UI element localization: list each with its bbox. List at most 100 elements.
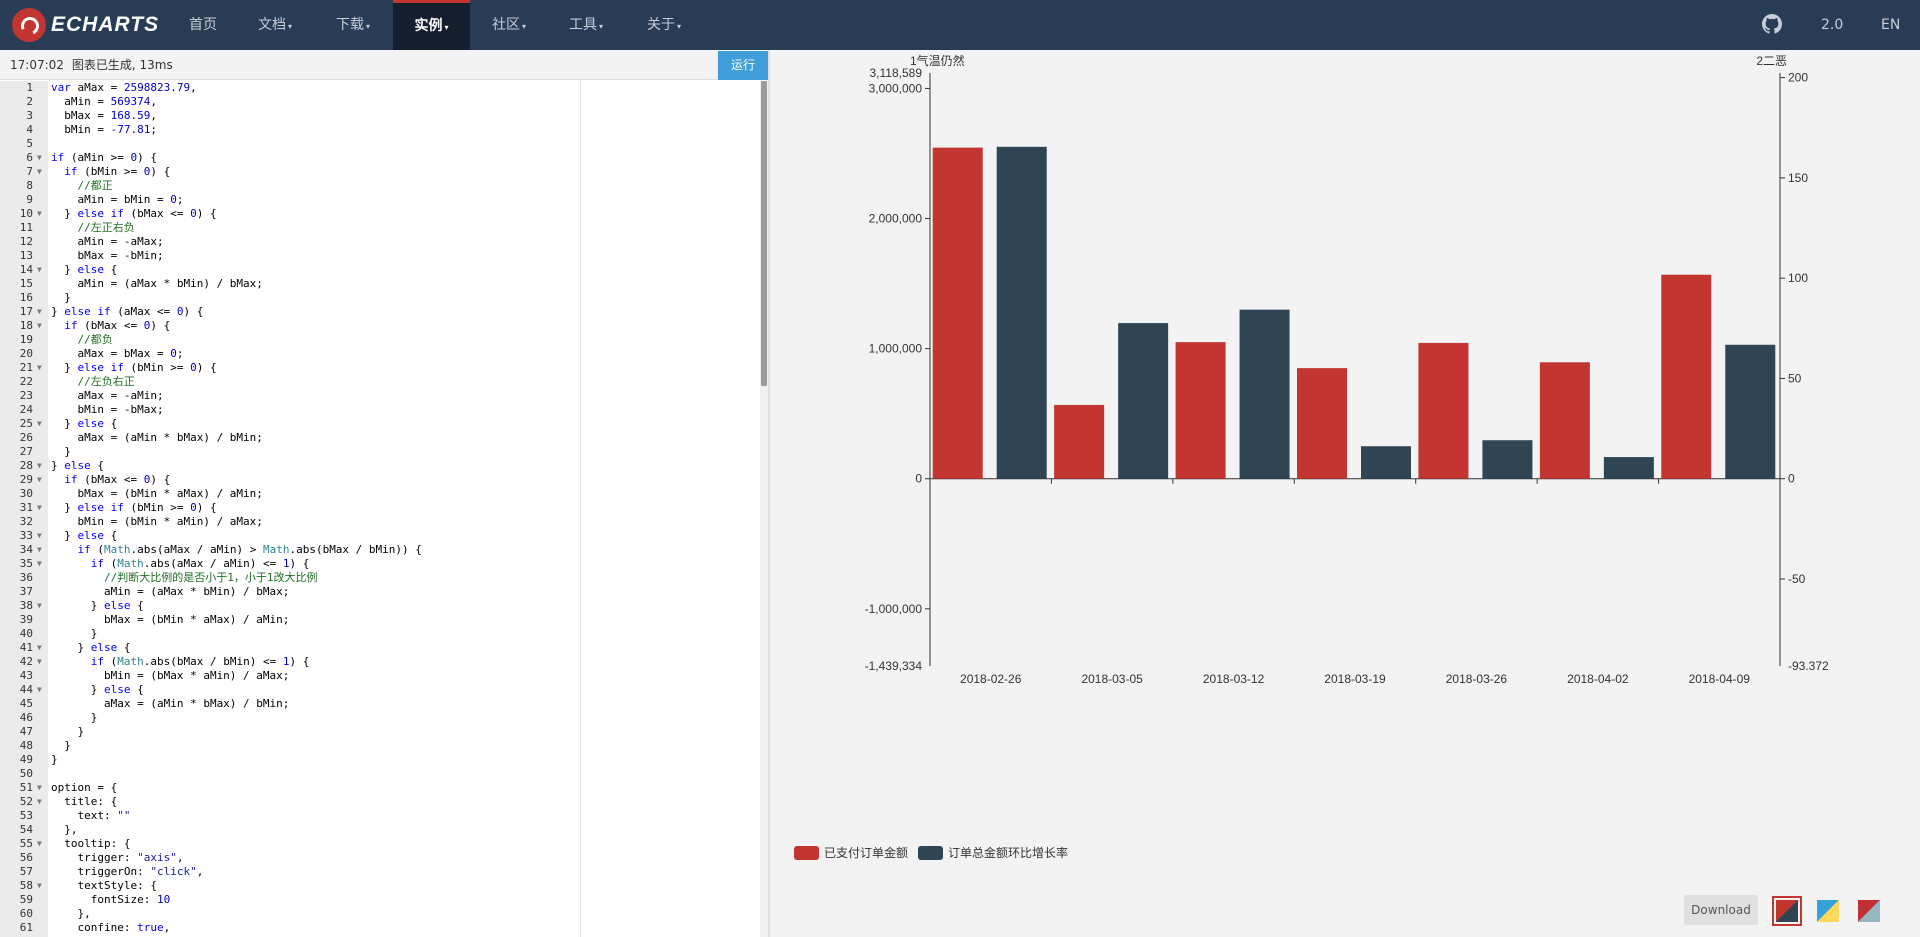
- fold-toggle-icon[interactable]: ▼: [37, 475, 42, 484]
- theme-light-button[interactable]: [1813, 896, 1843, 926]
- fold-toggle-icon[interactable]: ▼: [37, 559, 42, 568]
- fold-toggle-icon[interactable]: ▼: [37, 503, 42, 512]
- bar-chart[interactable]: 1气温仍然 2二恶 3,000,000 2,000,000 1,000,000 0 -1,0…: [770, 50, 1920, 937]
- code-line: 42 ▼ if (Math.abs(bMax / bMin) <= 1) {: [0, 655, 760, 669]
- code-text: //都正: [51, 179, 113, 192]
- line-number: 17: [19, 305, 33, 318]
- code-text: } else if (bMin >= 0) {: [51, 361, 217, 374]
- github-link[interactable]: [1762, 0, 1782, 50]
- logo-text: ECHARTS: [51, 13, 160, 36]
- fold-toggle-icon[interactable]: ▼: [37, 881, 42, 890]
- line-number: 52: [19, 795, 33, 808]
- line-number: 1: [26, 81, 33, 94]
- line-number: 19: [19, 333, 33, 346]
- code-line: 1 var aMax = 2598823.79,: [0, 81, 760, 95]
- fold-toggle-icon[interactable]: ▼: [37, 363, 42, 372]
- panel-divider[interactable]: [768, 50, 770, 937]
- bar-paid-amount: [1297, 368, 1347, 479]
- line-number: 26: [19, 431, 33, 444]
- line-number: 42: [19, 655, 33, 668]
- status-text: 图表已生成, 13ms: [71, 58, 173, 72]
- x-tick-label: 2018-03-12: [1203, 672, 1265, 686]
- theme-dark-button[interactable]: [1854, 896, 1884, 926]
- code-line: 12 aMin = -aMax;: [0, 235, 760, 249]
- code-editor[interactable]: 1 var aMax = 2598823.79, 2 aMin = 569374, 3…: [0, 81, 768, 937]
- code-line: 47 }: [0, 725, 760, 739]
- echarts-logo[interactable]: ECHARTS: [12, 8, 159, 42]
- code-text: } else if (bMax <= 0) {: [51, 207, 217, 220]
- bar-paid-amount: [1054, 404, 1105, 479]
- code-text: //左负右正: [51, 375, 135, 388]
- fold-toggle-icon[interactable]: ▼: [37, 685, 42, 694]
- y-left-min-label: -1,439,334: [865, 659, 923, 673]
- line-number: 38: [19, 599, 33, 612]
- bar-paid-amount: [1539, 362, 1590, 479]
- code-line: 6 ▼ if (aMin >= 0) {: [0, 151, 760, 165]
- fold-toggle-icon[interactable]: ▼: [37, 461, 42, 470]
- code-text: }: [51, 445, 71, 458]
- nav-download[interactable]: 下载 ▾: [335, 17, 370, 33]
- code-line: 10 ▼ } else if (bMax <= 0) {: [0, 207, 760, 221]
- code-line: 4 bMin = -77.81;: [0, 123, 760, 137]
- run-button[interactable]: 运行: [718, 51, 768, 80]
- code-line: 33 ▼ } else {: [0, 529, 760, 543]
- fold-toggle-icon[interactable]: ▼: [37, 797, 42, 806]
- code-line: 32 bMin = (bMin * aMin) / aMax;: [0, 515, 760, 529]
- line-number: 7: [26, 165, 33, 178]
- code-text: bMin = -bMax;: [51, 403, 164, 416]
- bar-growth-rate: [1725, 344, 1776, 479]
- fold-toggle-icon[interactable]: ▼: [37, 531, 42, 540]
- line-number: 43: [19, 669, 33, 682]
- editor-scrollbar[interactable]: [760, 81, 768, 937]
- chevron-down-icon: ▾: [444, 23, 449, 32]
- legend-label-paid-amount: 已支付订单金额: [824, 845, 908, 860]
- echarts-logo-icon: [12, 8, 46, 42]
- fold-toggle-icon[interactable]: ▼: [37, 265, 42, 274]
- fold-toggle-icon[interactable]: ▼: [37, 643, 42, 652]
- nav-community[interactable]: 社区 ▾: [491, 17, 526, 33]
- language-switch[interactable]: EN: [1881, 17, 1901, 33]
- nav-examples[interactable]: 实例 ▾: [393, 0, 470, 50]
- line-number: 5: [26, 137, 33, 150]
- code-text: aMax = (aMin * bMax) / bMin;: [51, 697, 290, 710]
- status-time: 17:07:02: [10, 58, 64, 72]
- code-line: 26 aMax = (aMin * bMax) / bMin;: [0, 431, 760, 445]
- line-number: 35: [19, 557, 33, 570]
- line-number: 27: [19, 445, 33, 458]
- code-line: 7 ▼ if (bMin >= 0) {: [0, 165, 760, 179]
- fold-toggle-icon[interactable]: ▼: [37, 153, 42, 162]
- code-text: bMax = 168.59,: [51, 109, 157, 122]
- fold-toggle-icon[interactable]: ▼: [37, 321, 42, 330]
- nav-about[interactable]: 关于 ▾: [646, 17, 681, 33]
- fold-toggle-icon[interactable]: ▼: [37, 307, 42, 316]
- x-tick-label: 2018-03-05: [1081, 672, 1143, 686]
- fold-toggle-icon[interactable]: ▼: [37, 601, 42, 610]
- y-right-tick-label: 100: [1788, 271, 1808, 285]
- fold-toggle-icon[interactable]: ▼: [37, 839, 42, 848]
- nav-tools[interactable]: 工具 ▾: [568, 17, 603, 33]
- code-text: } else {: [51, 529, 118, 542]
- code-line: 35 ▼ if (Math.abs(aMax / aMin) <= 1) {: [0, 557, 760, 571]
- fold-toggle-icon[interactable]: ▼: [37, 657, 42, 666]
- fold-toggle-icon[interactable]: ▼: [37, 419, 42, 428]
- y-right-tick-label: 0: [1788, 472, 1795, 486]
- scrollbar-thumb[interactable]: [761, 81, 767, 386]
- legend-marker-paid-amount: [794, 846, 819, 860]
- code-line: 51 ▼ option = {: [0, 781, 760, 795]
- line-number: 44: [19, 683, 33, 696]
- download-button[interactable]: Download: [1684, 895, 1758, 925]
- chevron-down-icon: ▾: [287, 22, 292, 31]
- nav-docs[interactable]: 文档 ▾: [257, 17, 292, 33]
- fold-toggle-icon[interactable]: ▼: [37, 545, 42, 554]
- line-number: 56: [19, 851, 33, 864]
- theme-default-button[interactable]: [1772, 896, 1802, 926]
- version-link[interactable]: 2.0: [1821, 17, 1844, 33]
- code-text: bMax = -bMin;: [51, 249, 164, 262]
- legend-label-growth-rate: 订单总金额环比增长率: [948, 845, 1068, 860]
- fold-toggle-icon[interactable]: ▼: [37, 167, 42, 176]
- code-text: aMax = (aMin * bMax) / bMin;: [51, 431, 263, 444]
- fold-toggle-icon[interactable]: ▼: [37, 783, 42, 792]
- bar-growth-rate: [1603, 457, 1654, 479]
- fold-toggle-icon[interactable]: ▼: [37, 209, 42, 218]
- nav-home[interactable]: 首页: [189, 17, 217, 33]
